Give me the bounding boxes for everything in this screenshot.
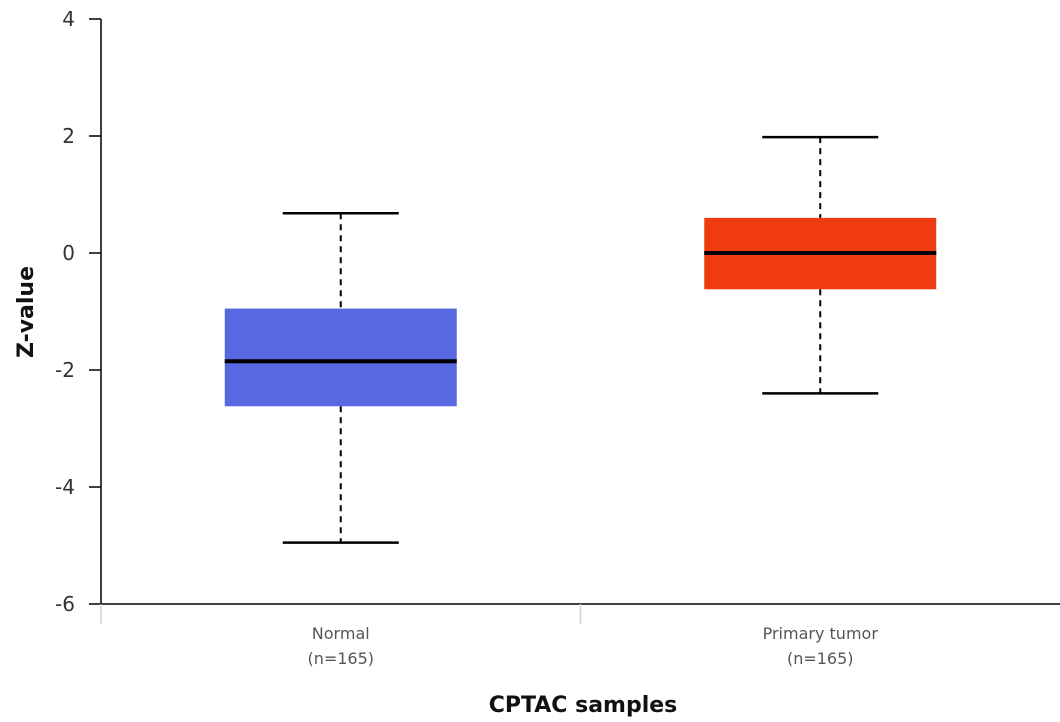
y-axis: 4 2 0 -2 -4 -6 — [55, 7, 102, 616]
y-tick-label: -6 — [55, 592, 75, 616]
x-axis: Normal (n=165) Primary tumor (n=165) — [100, 603, 1060, 668]
x-category-label: Normal — [312, 624, 370, 643]
x-category-sublabel: (n=165) — [307, 649, 374, 668]
box-2 — [704, 135, 937, 395]
box-1 — [224, 211, 457, 544]
x-category-label: Primary tumor — [763, 624, 879, 643]
y-tick-label: 0 — [62, 241, 75, 265]
y-tick-label: 2 — [62, 124, 75, 148]
x-axis-title: CPTAC samples — [489, 693, 678, 718]
iqr-box — [224, 308, 457, 407]
y-tick-label: 4 — [62, 7, 75, 31]
y-tick-label: -4 — [55, 475, 75, 499]
y-tick-label: -2 — [55, 358, 75, 382]
boxes — [224, 135, 937, 544]
x-category-sublabel: (n=165) — [787, 649, 854, 668]
y-axis-title: Z-value — [14, 266, 39, 358]
